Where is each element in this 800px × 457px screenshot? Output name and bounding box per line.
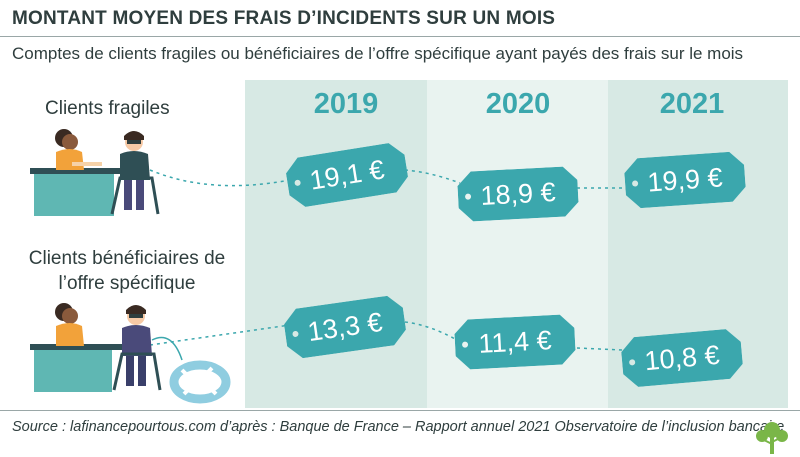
tag-value: 19,9 € bbox=[646, 162, 724, 198]
footer-divider bbox=[0, 410, 800, 411]
source-note: Source : lafinancepourtous.com d’après :… bbox=[12, 419, 785, 435]
row-label-offer-line-1: Clients bénéficiaires de bbox=[28, 248, 226, 269]
tag-shape bbox=[284, 295, 406, 359]
price-tag-offer-2021: 10,8 € bbox=[620, 328, 744, 388]
tree-logo-icon bbox=[756, 422, 788, 454]
advisor-lifebuoy-illustration bbox=[30, 303, 231, 404]
year-label-2020: 2020 bbox=[485, 88, 551, 120]
row-label-fragile: Clients fragiles bbox=[45, 98, 170, 119]
tag-shape bbox=[621, 329, 743, 387]
connector-offer-2 bbox=[576, 347, 623, 351]
tag-value: 18,9 € bbox=[479, 177, 557, 211]
tag-shape bbox=[624, 151, 746, 209]
price-tag-fragile-2021: 19,9 € bbox=[623, 151, 746, 209]
tag-value: 10,8 € bbox=[643, 339, 721, 377]
row-label-offer-line-2: l’offre spécifique bbox=[58, 273, 196, 294]
price-tag-fragile-2020: 18,9 € bbox=[457, 166, 579, 222]
connector-offer-1 bbox=[404, 321, 458, 341]
tag-shape bbox=[454, 314, 576, 370]
connector-fragile-start bbox=[149, 169, 291, 187]
year-label-2019: 2019 bbox=[313, 88, 379, 120]
tag-shape bbox=[286, 143, 408, 207]
year-label-2021: 2021 bbox=[659, 88, 725, 120]
chart-subtitle: Comptes de clients fragiles ou bénéficia… bbox=[12, 44, 744, 63]
row-label-offer: Clients bénéficiaires de l’offre spécifi… bbox=[12, 246, 242, 296]
chart-title: MONTANT MOYEN DES FRAIS D’INCIDENTS SUR … bbox=[12, 8, 556, 29]
price-tag-fragile-2019: 19,1 € bbox=[284, 141, 410, 209]
advisor-meeting-illustration bbox=[30, 129, 160, 216]
tag-shape bbox=[457, 166, 579, 222]
tag-value: 11,4 € bbox=[477, 325, 553, 359]
price-tag-offer-2019: 13,3 € bbox=[282, 294, 408, 360]
price-tag-offer-2020: 11,4 € bbox=[454, 314, 576, 370]
title-divider bbox=[0, 36, 800, 37]
connector-offer-start bbox=[149, 324, 291, 346]
connector-fragile-1 bbox=[404, 169, 461, 184]
